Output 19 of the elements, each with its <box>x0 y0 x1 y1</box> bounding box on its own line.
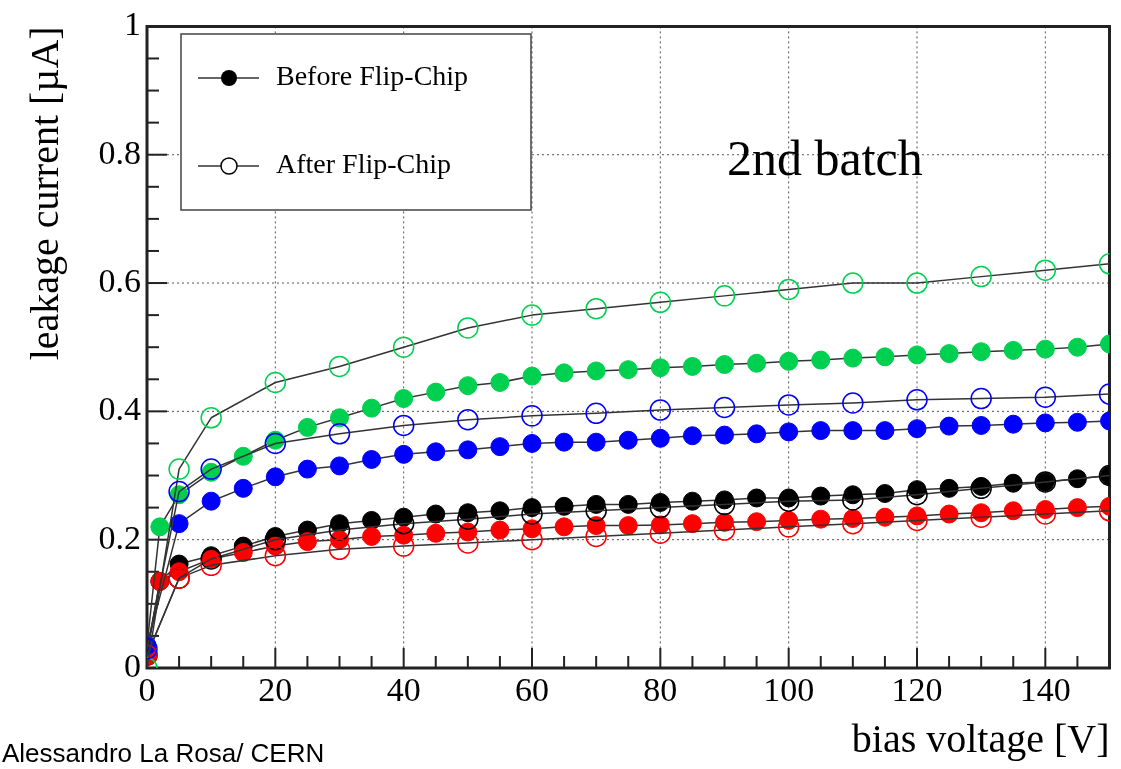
x-tick-label: 140 <box>1019 671 1071 709</box>
y-tick-label: 0 <box>124 646 141 684</box>
x-tick-label: 120 <box>891 671 943 709</box>
x-tick-label: 100 <box>763 671 815 709</box>
y-tick-label: 0.2 <box>98 518 141 556</box>
y-tick-label: 0.4 <box>98 390 141 428</box>
legend-label: Before Flip-Chip <box>276 60 469 92</box>
text: Alessandro La Rosa/ CERN <box>2 738 325 768</box>
x-tick-label: 80 <box>643 671 678 709</box>
y-tick-label: 0.8 <box>98 133 141 171</box>
annotation: 2nd batch <box>727 130 923 186</box>
y-tick-label: 0.6 <box>98 261 141 299</box>
legend-label: After Flip-Chip <box>276 148 451 180</box>
y-tick-label: 1 <box>124 5 141 43</box>
y-axis-title: leakage current [µA] <box>22 26 67 361</box>
x-tick-label: 20 <box>258 671 293 709</box>
x-tick-label: 60 <box>515 671 549 709</box>
x-tick-label: 40 <box>386 671 421 709</box>
x-axis-title: bias voltage [V] <box>851 716 1110 761</box>
